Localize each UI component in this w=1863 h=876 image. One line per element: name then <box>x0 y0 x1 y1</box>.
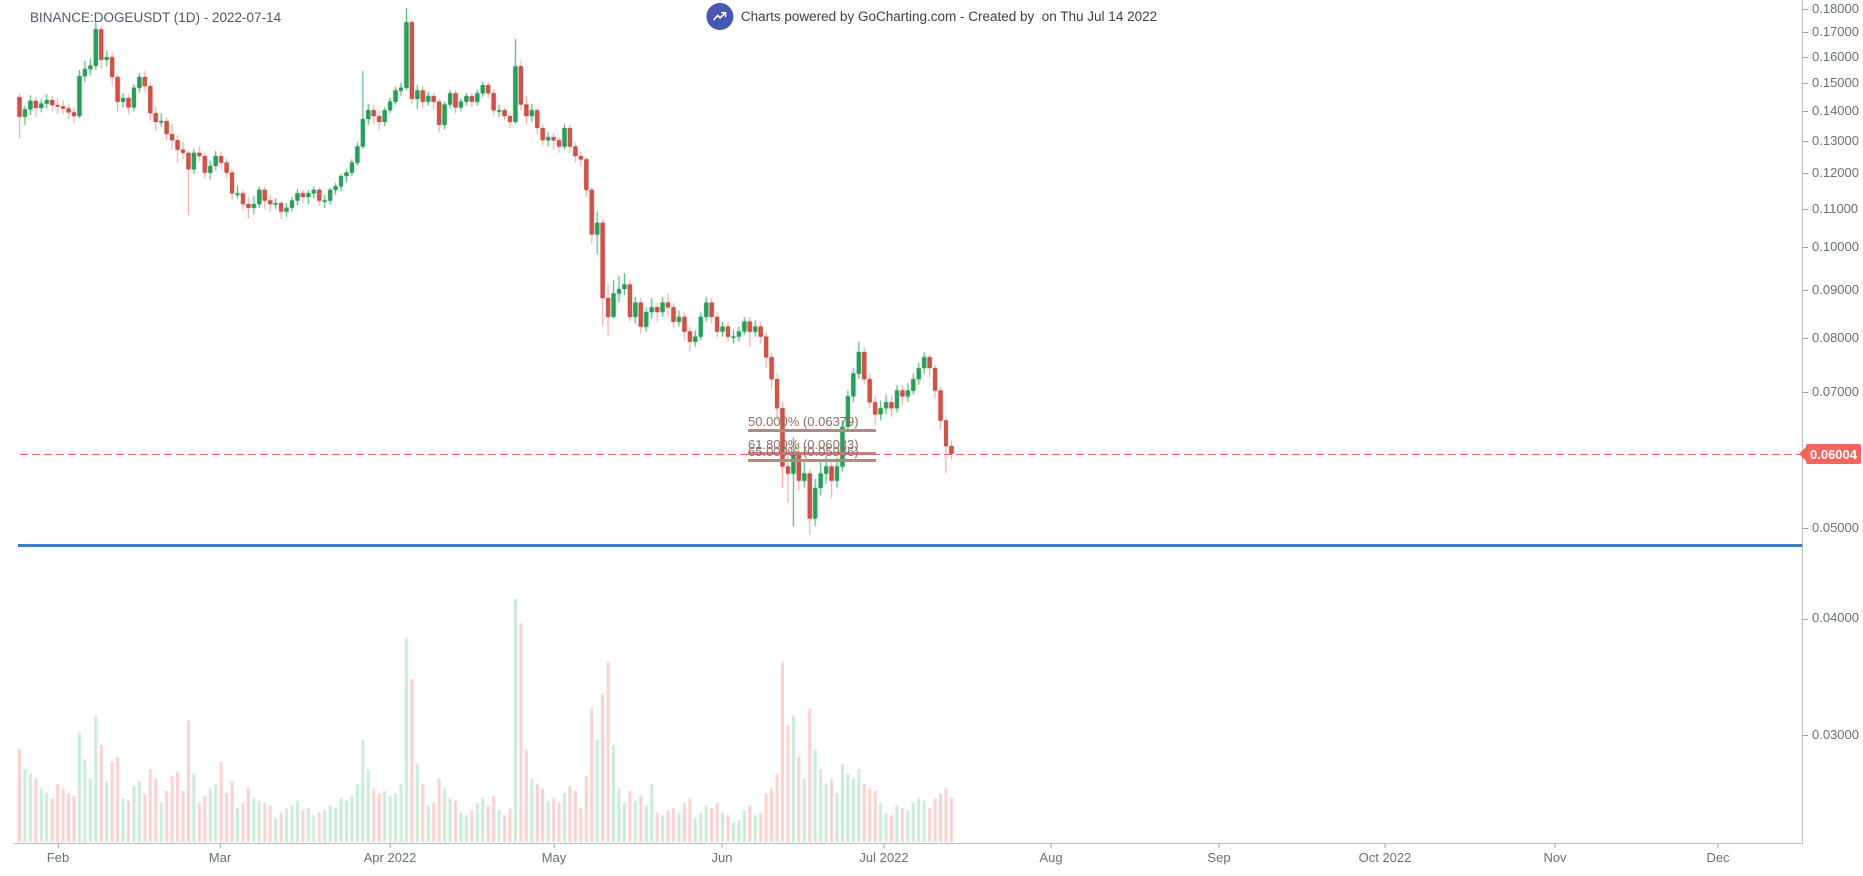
fib-level-label: 65.000% (0.05936) <box>748 444 859 459</box>
y-tick-label: 0.05000 <box>1803 520 1859 536</box>
y-tick-label: 0.03000 <box>1803 727 1859 743</box>
price-tag-arrow-icon <box>1799 447 1806 461</box>
y-tick-label: 0.10000 <box>1803 239 1859 255</box>
y-tick-label: 0.17000 <box>1803 24 1859 40</box>
fib-level-label: 50.000% (0.06379) <box>748 414 859 429</box>
fib-level-line[interactable] <box>748 459 876 462</box>
attribution-text: Charts powered by GoCharting.com - Creat… <box>740 9 1158 24</box>
x-tick-label: Sep <box>1207 844 1231 865</box>
x-tick-label: Nov <box>1543 844 1567 865</box>
y-tick-label: 0.08000 <box>1803 330 1859 346</box>
x-tick-label: Aug <box>1039 844 1063 865</box>
x-tick-label: Apr 2022 <box>364 844 416 865</box>
attribution-bar: Charts powered by GoCharting.com - Creat… <box>705 3 1158 30</box>
y-axis-line <box>1802 0 1803 843</box>
support-trendline[interactable] <box>18 544 1802 547</box>
fib-level-line[interactable] <box>748 452 876 455</box>
y-tick-label: 0.11000 <box>1803 201 1858 217</box>
current-price-tag: 0.06004 <box>1799 444 1861 464</box>
price-tag-value: 0.06004 <box>1810 446 1857 462</box>
y-tick-label: 0.07000 <box>1803 384 1859 400</box>
y-tick-label: 0.04000 <box>1803 610 1859 626</box>
y-tick-label: 0.09000 <box>1803 282 1859 298</box>
symbol-title: BINANCE:DOGEUSDT (1D) - 2022-07-14 <box>30 10 282 25</box>
fib-level-label: 61.800% (0.06033) <box>748 437 859 452</box>
y-tick-label: 0.16000 <box>1803 49 1859 65</box>
y-tick-label: 0.14000 <box>1803 103 1859 119</box>
x-tick-label: May <box>542 844 566 865</box>
x-axis-line <box>14 843 1803 844</box>
x-tick-label: Jun <box>712 844 732 865</box>
x-tick-label: Dec <box>1706 844 1730 865</box>
x-tick-label: Jul 2022 <box>859 844 909 865</box>
fib-level-line[interactable] <box>748 429 876 432</box>
current-price-line[interactable] <box>20 454 1802 455</box>
y-tick-label: 0.15000 <box>1803 75 1859 91</box>
y-tick-label: 0.18000 <box>1803 1 1859 17</box>
y-tick-label: 0.12000 <box>1803 165 1859 181</box>
trending-up-icon <box>712 11 726 21</box>
y-tick-label: 0.13000 <box>1803 133 1859 149</box>
x-tick-label: Feb <box>47 844 69 865</box>
x-tick-label: Oct 2022 <box>1359 844 1411 865</box>
x-tick-label: Mar <box>209 844 231 865</box>
gocharting-logo <box>705 3 733 30</box>
